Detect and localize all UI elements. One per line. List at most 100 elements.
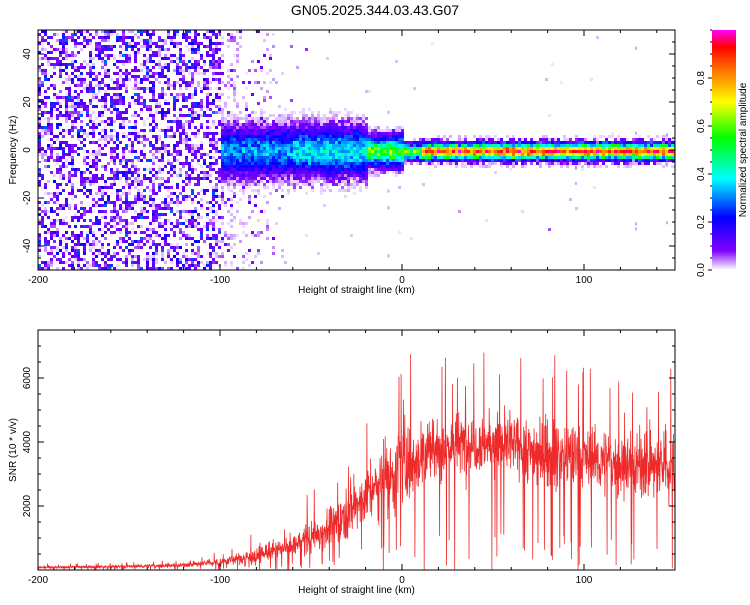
spectrogram-cell [101,177,104,180]
spectrogram-cell [125,165,128,168]
spectrogram-cell [194,177,197,180]
spectrogram-cell [263,165,266,168]
spectrogram-cell [152,174,155,177]
spectrogram-cell [257,171,260,174]
spectrogram-cell [284,159,287,162]
spectrogram-cell [170,36,173,39]
spectrogram-cell [659,162,662,165]
spectrogram-cell [86,45,89,48]
spectrogram-cell [191,39,194,42]
spectrogram-cell [122,153,125,156]
spectrogram-cell [353,126,356,129]
spectrogram-cell [287,129,290,132]
spectrogram-cell [251,147,254,150]
spectrogram-cell [113,141,116,144]
spectrogram-cell [647,156,650,159]
spectrogram-cell [464,156,467,159]
spectrogram-cell [194,114,197,117]
spectrogram-cell [161,186,164,189]
spectrogram-cell [254,129,257,132]
spectrogram-cell [107,45,110,48]
spectrogram-cell [284,126,287,129]
snr-plot [38,353,675,571]
spectrogram-cell [383,147,386,150]
spectrogram-cell [635,138,638,141]
spectrogram-cell [599,156,602,159]
spectrogram-cell [200,156,203,159]
spectrogram-cell [119,195,122,198]
spectrogram-cell [230,237,233,240]
spectrogram-cell [581,159,584,162]
spectrogram-cell [383,171,386,174]
spectrogram-cell [275,138,278,141]
spectrogram-cell [128,144,131,147]
spectrogram-cell [143,87,146,90]
spectrogram-cell [227,141,230,144]
spectrogram-cell [134,87,137,90]
spectrogram-cell [638,153,641,156]
spectrogram-cell [152,207,155,210]
spectrogram-cell [398,171,401,174]
spectrogram-cell [257,165,260,168]
spectrogram-cell [125,90,128,93]
spectrogram-cell [143,243,146,246]
spectrogram-cell [302,168,305,171]
spectrogram-cell [95,156,98,159]
spectrogram-cell [203,69,206,72]
spectrogram-cell [140,210,143,213]
spectrogram-cell [533,150,536,153]
spectrogram-cell [146,105,149,108]
spectrogram-cell [557,138,560,141]
spectrogram-cell [383,159,386,162]
spectrogram-cell [359,180,362,183]
spectrogram-cell [287,114,290,117]
spectrogram-cell [296,174,299,177]
spectrogram-cell [95,174,98,177]
spectrogram-cell [308,156,311,159]
spectrogram-cell [95,243,98,246]
spectrogram-cell [272,126,275,129]
spectrogram-cell [416,159,419,162]
spectrogram-cell [293,150,296,153]
spectrogram-cell [356,114,359,117]
spectrogram-cell [533,147,536,150]
spectrogram-cell [158,165,161,168]
spectrogram-cell [173,201,176,204]
spectrogram-cell [50,222,53,225]
spectrogram-cell [554,153,557,156]
spectrogram-cell [602,144,605,147]
spectrogram-cell [356,177,359,180]
spectrogram-cell [518,150,521,153]
spectrogram-cell [641,147,644,150]
spectrogram-cell [359,165,362,168]
spectrogram-cell [188,150,191,153]
spectrogram-cell [596,159,599,162]
spectrogram-cell [188,36,191,39]
spectrogram-cell [131,204,134,207]
spectrogram-cell [458,153,461,156]
spectrogram-cell [242,129,245,132]
spectrogram-cell [98,219,101,222]
spectrogram-cell [377,162,380,165]
spectrogram-cell [377,150,380,153]
spectrogram-cell [353,162,356,165]
spectrogram-cell [182,162,185,165]
spectrogram-cell [53,255,56,258]
spectrogram-cell [263,39,266,42]
spectrogram-cell [272,147,275,150]
spectrogram-cell [116,210,119,213]
spectrogram-cell [164,207,167,210]
spectrogram-cell [260,138,263,141]
spectrogram-cell [137,177,140,180]
spectrogram-cell [188,84,191,87]
spectrogram-cell [71,231,74,234]
spectrogram-cell [365,135,368,138]
spectrogram-cell [548,147,551,150]
spectrogram-cell [68,264,71,267]
spectrogram-cell [656,153,659,156]
spectrogram-cell [77,153,80,156]
spectrogram-cell [320,156,323,159]
spectrogram-cell [260,159,263,162]
spectrogram-cell [263,171,266,174]
spectrogram-cell [116,153,119,156]
